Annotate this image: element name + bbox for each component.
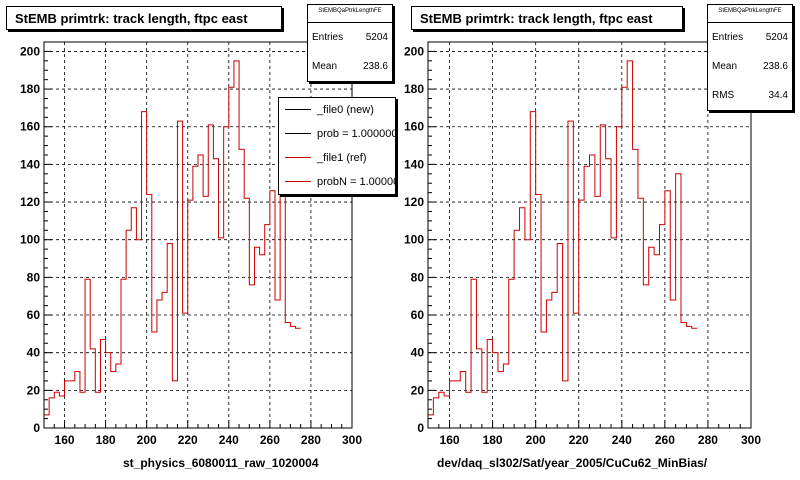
x-tick-label: 160 — [55, 433, 75, 447]
right-histogram: 160 180 200 220 240 260 280 300 0 20 40 60 80 100 120 1… — [404, 41, 761, 447]
x-tick-label: 200 — [526, 433, 546, 447]
legend-swatch — [285, 133, 311, 134]
y-tick-label: 80 — [411, 270, 425, 284]
histogram-series — [428, 60, 698, 416]
y-tick-label: 200 — [20, 44, 40, 58]
x-tick-label: 260 — [655, 433, 675, 447]
stats-mean-value: 238.6 — [362, 61, 388, 72]
y-tick-label: 40 — [27, 346, 41, 360]
stats-box: StEMBQaPtrkLengthFE Entries 5204 Mean 23… — [707, 4, 793, 111]
y-tick-label: 80 — [27, 270, 41, 284]
legend-swatch — [285, 109, 311, 110]
legend-label: _file0 (new) — [317, 104, 374, 116]
y-tick-label: 0 — [33, 421, 40, 435]
x-tick-label: 220 — [569, 433, 589, 447]
y-tick-label: 120 — [404, 195, 424, 209]
y-tick-label: 60 — [27, 308, 41, 322]
x-tick-label: 180 — [483, 433, 503, 447]
chart-title: StEMB primtrk: track length, ftpc east — [6, 6, 282, 30]
y-tick-label: 100 — [20, 233, 40, 247]
stats-name: StEMBQaPtrkLengthFE — [308, 5, 392, 23]
chart-title: StEMB primtrk: track length, ftpc east — [411, 6, 683, 30]
y-tick-label: 40 — [411, 346, 425, 360]
x-axis-title: st_physics_6080011_raw_1020004 — [123, 456, 319, 470]
legend-entry: prob = 1.000000 — [279, 122, 395, 146]
y-tick-label: 60 — [411, 308, 425, 322]
legend: _file0 (new) prob = 1.000000 _file1 (ref… — [278, 97, 396, 195]
y-tick-label: 140 — [404, 157, 424, 171]
y-tick-label: 160 — [20, 120, 40, 134]
legend-label: probN = 1.000000 — [317, 176, 395, 188]
y-tick-label: 120 — [20, 195, 40, 209]
x-tick-label: 260 — [260, 433, 280, 447]
x-tick-label: 200 — [137, 433, 157, 447]
histogram-series — [44, 60, 301, 416]
y-tick-label: 100 — [404, 233, 424, 247]
stats-rms-row: RMS 34.4 — [708, 81, 792, 110]
stats-mean-row: Mean 238.6 — [708, 52, 792, 81]
y-tick-label: 20 — [27, 383, 41, 397]
x-axis-title: dev/daq_sl302/Sat/year_2005/CuCu62_MinBi… — [437, 456, 708, 470]
y-tick-label: 200 — [404, 44, 424, 58]
x-tick-label: 180 — [96, 433, 116, 447]
stats-mean-label: Mean — [712, 61, 738, 72]
stats-name: StEMBQaPtrkLengthFE — [708, 5, 792, 23]
y-tick-label: 0 — [417, 421, 424, 435]
stats-entries-row: Entries 5204 — [708, 23, 792, 52]
stats-mean-value: 238.6 — [762, 61, 788, 72]
legend-entry: _file0 (new) — [279, 98, 395, 122]
x-tick-label: 160 — [440, 433, 460, 447]
legend-swatch — [285, 181, 311, 182]
stats-entries-label: Entries — [312, 32, 344, 43]
x-tick-label: 240 — [612, 433, 632, 447]
stats-rms-value: 34.4 — [768, 90, 788, 101]
y-tick-label: 180 — [404, 82, 424, 96]
stats-entries-value: 5204 — [765, 32, 788, 43]
legend-entry: _file1 (ref) — [279, 146, 395, 170]
legend-entry: probN = 1.000000 — [279, 170, 395, 194]
stats-box: StEMBQaPtrkLengthFE Entries 5204 Mean 23… — [307, 4, 393, 82]
legend-label: _file1 (ref) — [317, 152, 367, 164]
stats-rms-label: RMS — [712, 90, 735, 101]
x-tick-label: 240 — [219, 433, 239, 447]
stats-entries-value: 5204 — [365, 32, 388, 43]
stats-entries-row: Entries 5204 — [308, 23, 392, 52]
right-histogram-pad: 160 180 200 220 240 260 280 300 0 20 40 60 80 100 120 1… — [402, 0, 800, 480]
x-tick-label: 300 — [342, 433, 362, 447]
plot-area — [428, 42, 751, 428]
x-tick-label: 300 — [741, 433, 761, 447]
y-tick-label: 160 — [404, 120, 424, 134]
y-tick-label: 20 — [411, 383, 425, 397]
stats-mean-row: Mean 238.6 — [308, 52, 392, 81]
stats-entries-label: Entries — [712, 32, 744, 43]
y-tick-label: 140 — [20, 157, 40, 171]
x-tick-label: 280 — [301, 433, 321, 447]
stats-mean-label: Mean — [312, 61, 338, 72]
x-tick-label: 280 — [698, 433, 718, 447]
left-histogram-pad: 160 180 200 220 240 260 280 300 0 20 40 60 80 100 120 1… — [0, 0, 398, 480]
legend-label: prob = 1.000000 — [317, 128, 396, 140]
y-tick-label: 180 — [20, 82, 40, 96]
legend-swatch — [285, 157, 311, 158]
x-tick-label: 220 — [178, 433, 198, 447]
